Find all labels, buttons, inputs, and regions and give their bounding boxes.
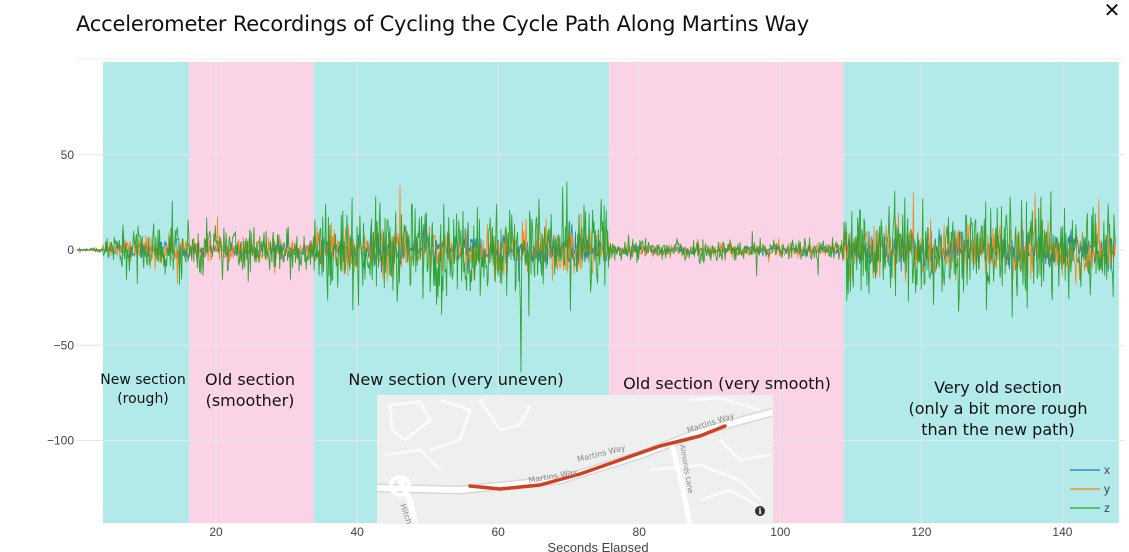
region-label-line: Old section (very smooth) <box>623 374 831 393</box>
info-icon[interactable]: i <box>755 506 765 516</box>
x-tick-label: 120 <box>911 525 931 539</box>
map-road-almonds-lane <box>669 444 693 524</box>
map-road-hitchin <box>397 478 418 524</box>
map-street <box>649 463 762 502</box>
legend-label-z: z <box>1104 501 1110 515</box>
map-inset[interactable]: Martins Way Martins Way Martins Way Hitc… <box>377 395 773 552</box>
x-tick-label: 100 <box>770 525 790 539</box>
y-tick-label: −100 <box>47 434 74 448</box>
region-label-line: (smoother) <box>206 391 295 410</box>
region-label-line: than the new path) <box>921 420 1075 439</box>
legend-label-x: x <box>1104 463 1110 477</box>
region-label-line: New section (very uneven) <box>348 370 563 389</box>
region-label-line: Very old section <box>934 378 1062 397</box>
svg-text:i: i <box>758 506 761 516</box>
map-street <box>478 399 532 432</box>
section-annotations: New section (rough) Old section (smoother) N… <box>100 370 1087 439</box>
region-label-line: (only a bit more rough <box>908 399 1087 418</box>
legend: xyz <box>1070 463 1110 515</box>
region-band <box>189 62 315 523</box>
y-tick-label: 0 <box>67 243 74 257</box>
map-route <box>468 424 727 491</box>
map-street <box>689 396 761 412</box>
signal-lines <box>76 181 1116 373</box>
map-street <box>429 398 472 452</box>
region-band <box>843 62 1119 523</box>
map-street <box>718 438 771 462</box>
x-tick-label: 80 <box>633 525 647 539</box>
region-label-line: Old section <box>205 370 295 389</box>
chart-title: Accelerometer Recordings of Cycling the … <box>76 12 809 36</box>
map-street <box>388 400 432 442</box>
x-axis-label: Seconds Elapsed <box>547 540 648 552</box>
region-band <box>103 62 190 523</box>
close-icon[interactable]: ✕ <box>1103 0 1121 22</box>
y-tick-label: −50 <box>54 338 75 352</box>
region-label-line: (rough) <box>117 391 169 407</box>
series-line-z <box>76 181 1116 373</box>
map-background <box>377 395 773 524</box>
y-tick-label: 50 <box>61 148 75 162</box>
axis-ticks: 20 40 60 80 100 120 140 50 0 −50 −100 <box>47 148 1073 539</box>
x-tick-label: 20 <box>209 525 223 539</box>
x-tick-label: 140 <box>1052 525 1072 539</box>
map-street <box>699 488 766 512</box>
x-tick-label: 40 <box>350 525 364 539</box>
x-tick-label: 60 <box>492 525 506 539</box>
map-street <box>384 448 442 472</box>
map-roundabout <box>389 475 411 497</box>
region-label-line: New section <box>100 372 185 388</box>
legend-label-y: y <box>1104 482 1110 496</box>
